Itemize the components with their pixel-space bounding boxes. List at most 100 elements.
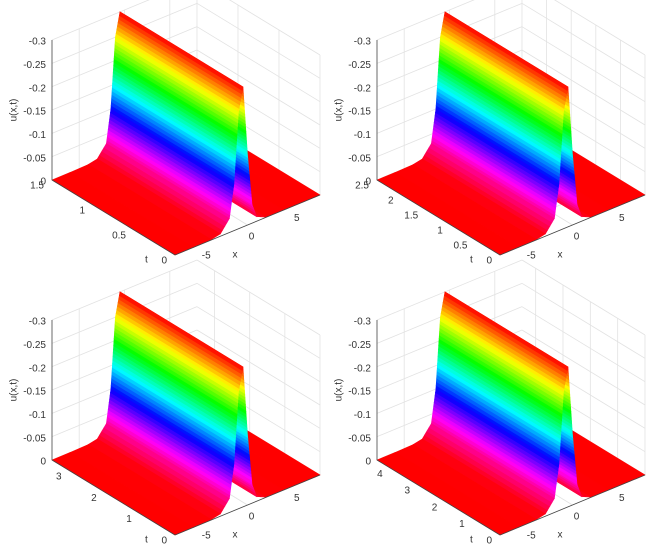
z-tick-label: -0.1 [29,130,47,141]
surface-panel: 0 -0.05 -0.1 -0.15 -0.2 -0.25 -0.3 0 0.5 1 1.5 -5 0 5… [9,0,321,267]
z-tick-label: -0.2 [29,83,47,94]
y-tick-label: 0 [486,256,492,267]
z-tick-label: 0 [365,457,371,468]
z-tick-label: -0.05 [348,433,371,444]
grid-line [196,259,321,336]
y-tick-label: 1.5 [30,181,44,192]
surface-panel: 0 -0.05 -0.1 -0.15 -0.2 -0.25 -0.3 0 1 2 3 -5 0 5 u(x,… [9,259,321,547]
y-tick-label: 2 [432,502,438,513]
y-tick-label: 1.5 [404,211,418,222]
y-tick-label: 2 [91,493,97,504]
grid-line [554,0,646,56]
z-tick-label: -0.15 [348,107,371,118]
grid-line [521,49,646,126]
x-tick-label: 5 [619,213,625,224]
grid-line [196,306,321,383]
y-tick-label: 1 [459,519,465,530]
y-tick-label: 3 [56,471,62,482]
z-tick-label: -0.05 [23,153,46,164]
x-axis [174,194,321,256]
z-tick-label: -0.25 [348,340,371,351]
grid-line [196,26,321,103]
surface-patch [110,388,235,468]
surface-patch [435,108,560,188]
grid-line [521,26,646,103]
z-tick-label: -0.3 [354,317,372,328]
z-tick-label: -0.15 [23,107,46,118]
y-tick-label: 2 [388,196,394,207]
grid-line [521,2,646,79]
x-tick-label: 0 [574,512,580,523]
surface-patch [103,143,230,223]
t-axis [51,179,176,256]
x-tick-label: 0 [574,232,580,243]
surface-patch [118,291,244,371]
t-axis [376,459,501,536]
x-tick-label: 0 [249,232,255,243]
z-tick-label: -0.05 [23,433,46,444]
x-tick-label: -5 [202,250,211,261]
x-axis-label: x [233,250,238,261]
z-tick-label: -0.2 [29,363,47,374]
x-tick-label: -5 [202,530,211,541]
z-axis-label: u(x,t) [334,379,345,402]
z-tick-label: -0.3 [354,37,372,48]
x-axis-label: x [558,250,563,261]
z-axis-label: u(x,t) [9,99,20,122]
y-axis-label: t [145,535,148,546]
y-tick-label: 0.5 [112,231,126,242]
y-tick-label: 4 [377,469,383,480]
x-axis [174,474,321,536]
surface-patch [103,423,230,503]
y-tick-label: 1 [126,514,132,525]
x-tick-label: 5 [294,493,300,504]
surface-panel: 0 -0.05 -0.1 -0.15 -0.2 -0.25 -0.3 0 0.5 1 1.5 2 2.5… [334,0,646,267]
y-axis-label: t [470,535,473,546]
x-tick-label: 5 [619,493,625,504]
z-tick-label: -0.05 [348,153,371,164]
grid-line [196,49,321,126]
grid-line [521,306,646,383]
surface-patch [118,11,244,91]
x-tick-label: -5 [527,250,536,261]
z-axis-label: u(x,t) [334,99,345,122]
t-axis [51,459,176,536]
surface-patch [435,388,560,468]
x-axis-label: x [558,530,563,541]
surface-patch [114,316,239,397]
surface-patch [114,36,239,117]
z-tick-label: -0.3 [29,37,47,48]
y-tick-label: 1 [79,206,85,217]
x-axis [499,194,646,256]
surface-patch [439,316,564,397]
z-tick-label: -0.2 [354,363,372,374]
z-tick-label: -0.15 [348,387,371,398]
grid-line [521,259,646,336]
t-axis [376,179,501,256]
surface-panel: 0 -0.05 -0.1 -0.15 -0.2 -0.25 -0.3 0 1 2 3 4 -5 0 5 u(x… [334,259,646,547]
y-tick-label: 1 [437,226,443,237]
x-tick-label: -5 [527,530,536,541]
z-axis-label: u(x,t) [9,379,20,402]
y-axis-label: t [470,255,473,266]
z-tick-label: 0 [365,177,371,188]
y-tick-label: 3 [404,486,410,497]
z-tick-label: -0.15 [23,387,46,398]
surface-patch [428,143,555,223]
z-tick-label: 0 [40,177,46,188]
x-axis-label: x [233,530,238,541]
z-tick-label: -0.25 [348,60,371,71]
surface-patch [439,36,564,117]
y-tick-label: 0 [161,536,167,547]
grid-line [196,2,321,79]
z-tick-label: -0.3 [29,317,47,328]
z-tick-label: -0.1 [354,410,372,421]
x-tick-label: 5 [294,213,300,224]
z-tick-label: 0 [40,457,46,468]
x-axis [499,474,646,536]
z-tick-label: -0.2 [354,83,372,94]
z-tick-label: -0.25 [23,60,46,71]
surface-patch [428,423,555,503]
y-tick-label: 2.5 [355,181,369,192]
y-tick-label: 0.5 [453,241,467,252]
